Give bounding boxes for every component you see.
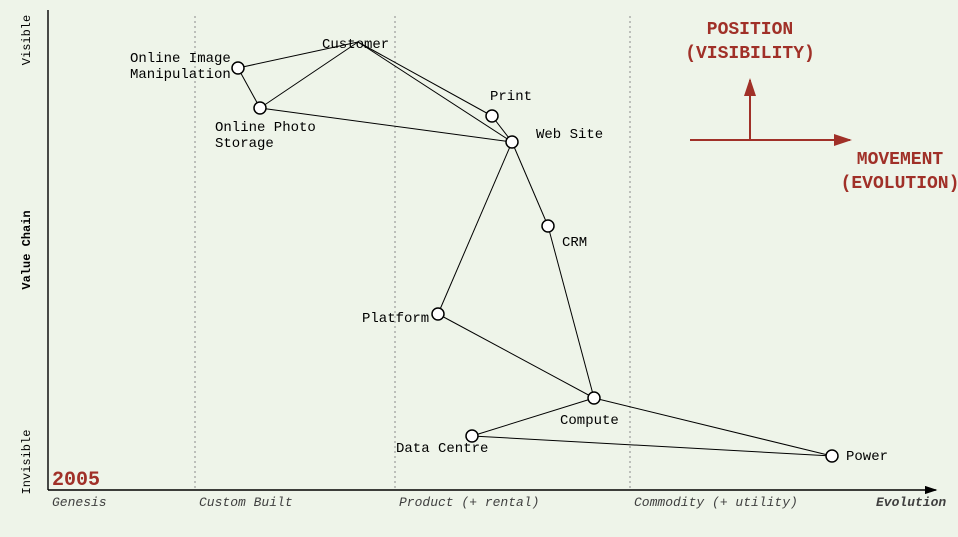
node-label-img_manip: Online ImageManipulation [130,51,231,83]
legend-visibility: (VISIBILITY) [685,44,815,64]
y-axis-label: Value Chain [20,210,34,289]
node-label-power: Power [846,449,888,465]
node-compute [588,392,600,404]
node-label-print: Print [490,89,532,105]
node-label-crm: CRM [562,235,587,251]
stage-label: Commodity (+ utility) [634,495,798,510]
edge [358,42,512,142]
node-label-datacentre: Data Centre [396,441,488,457]
node-label-compute: Compute [560,413,619,429]
y-axis-visible: Visible [20,15,34,65]
node-platform [432,308,444,320]
edge [472,436,832,456]
edge [548,226,594,398]
wardley-map: Genesis Custom Built Product (+ rental) Com… [0,0,958,537]
legend-position: POSITION [707,20,793,40]
legend-evolution: (EVOLUTION) [841,174,958,194]
node-crm [542,220,554,232]
edge [438,314,594,398]
node-img_manip [232,62,244,74]
x-axis-label: Evolution [876,495,946,510]
node-label-photo_store: Online PhotoStorage [215,120,316,152]
y-axis-invisible: Invisible [20,430,34,495]
legend-movement: MOVEMENT [857,150,944,170]
edge [358,42,492,116]
node-label-platform: Platform [362,311,429,327]
node-label-website: Web Site [536,127,603,143]
node-print [486,110,498,122]
edge [438,142,512,314]
node-power [826,450,838,462]
stage-label: Genesis [52,495,107,510]
node-label-customer: Customer [322,37,389,53]
edge [512,142,548,226]
node-website [506,136,518,148]
stage-label: Product (+ rental) [399,495,539,510]
year-label: 2005 [52,469,100,492]
node-photo_store [254,102,266,114]
edge [238,68,260,108]
stage-label: Custom Built [199,495,293,510]
